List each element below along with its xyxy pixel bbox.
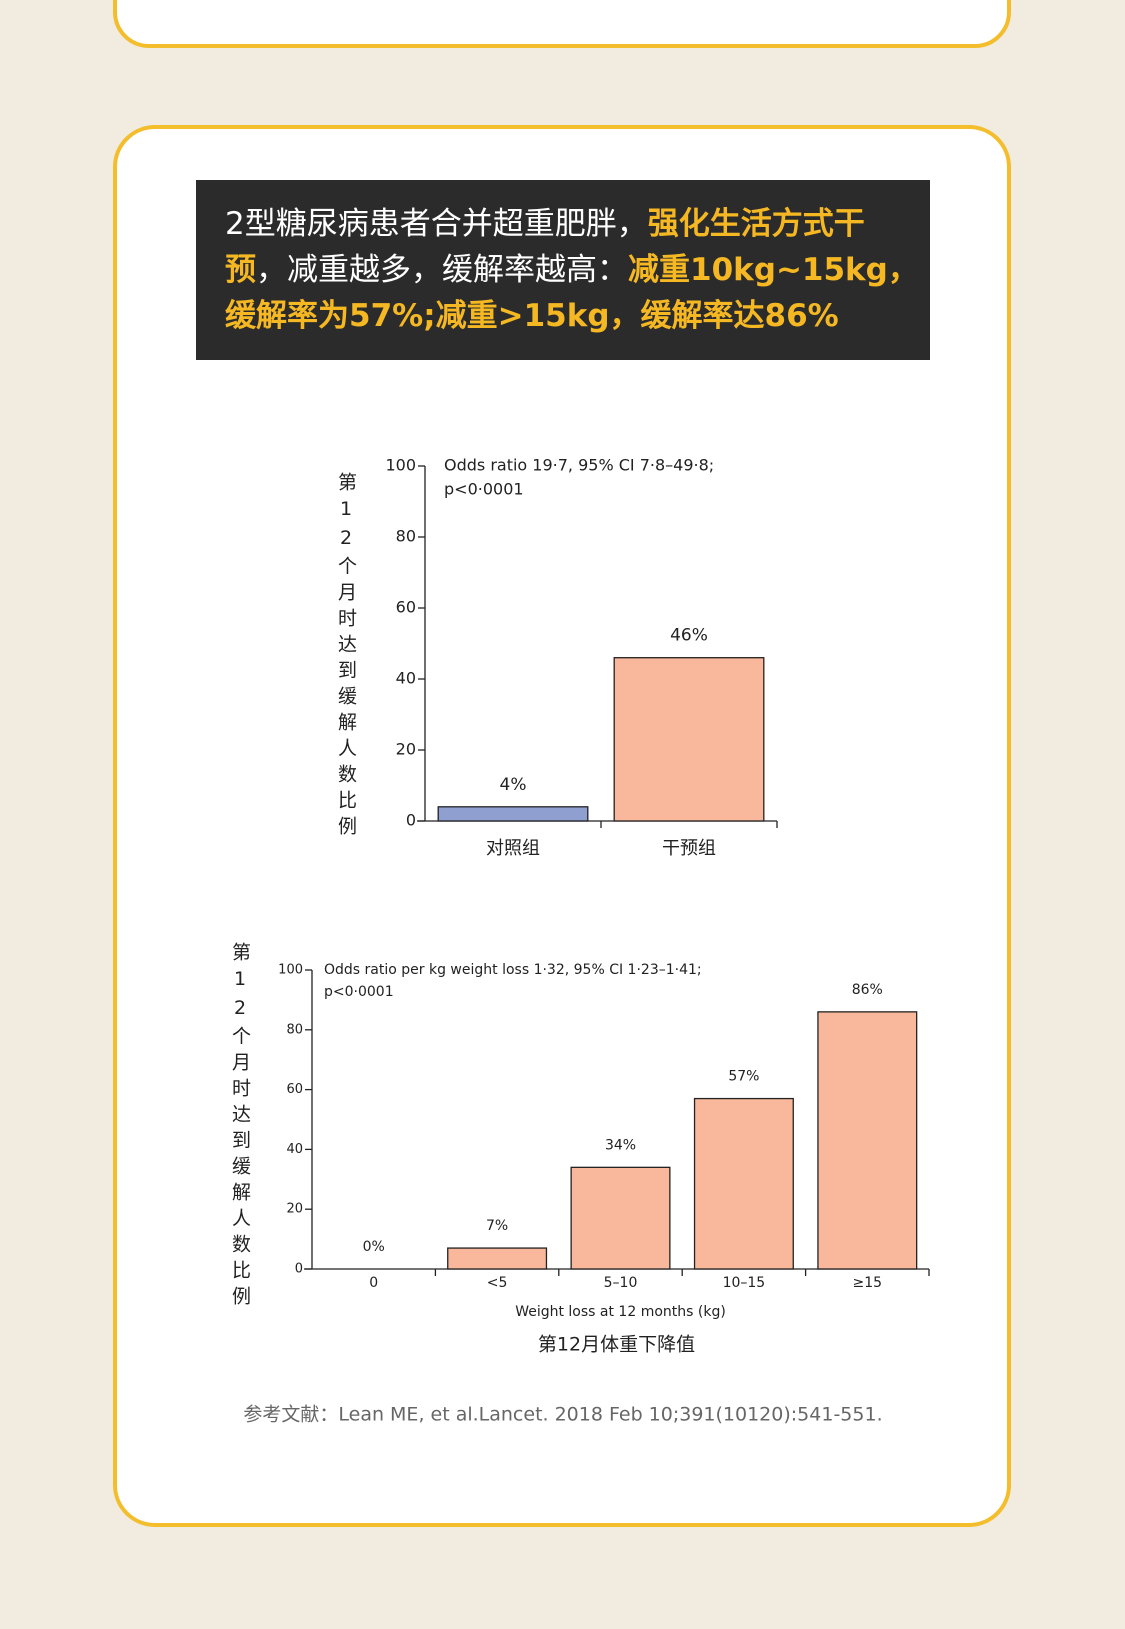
y-tick-label: 0 [295, 1262, 303, 1277]
y-tick-label: 80 [396, 527, 416, 546]
x-tick-label: ≥15 [853, 1275, 883, 1291]
value-label: 4% [500, 775, 527, 795]
x-tick-label: 5–10 [604, 1275, 638, 1291]
title-segment: 强化生活方式干 [648, 206, 865, 242]
y-tick-label: 40 [286, 1142, 303, 1157]
x-tick-label: 干预组 [662, 838, 716, 859]
value-label: 34% [605, 1137, 636, 1153]
title-segment: 减重10kg~15kg， [628, 252, 919, 288]
x-axis-label-cn: 第12月体重下降值 [538, 1334, 695, 1356]
value-label: 86% [852, 982, 883, 998]
y-tick-label: 80 [286, 1022, 303, 1037]
y-tick-label: 20 [286, 1202, 303, 1217]
annotation: Odds ratio per kg weight loss 1·32, 95% … [324, 962, 702, 978]
title-line: 预，减重越多，缓解率越高：减重10kg~15kg， [225, 252, 919, 288]
value-label: 46% [670, 626, 708, 646]
annotation: p<0·0001 [444, 480, 524, 499]
x-axis-label: Weight loss at 12 months (kg) [515, 1304, 726, 1320]
y-tick-label: 60 [286, 1082, 303, 1097]
top-card [113, 0, 1011, 48]
y-tick-label: 60 [396, 598, 416, 617]
y-tick-label: 20 [396, 740, 416, 759]
annotation: Odds ratio 19·7, 95% CI 7·8–49·8; [444, 456, 714, 475]
title-segment: ，减重越多，缓解率越高： [256, 252, 628, 288]
value-label: 7% [486, 1218, 508, 1234]
title-segment: 2型糖尿病患者合并超重肥胖， [225, 206, 648, 242]
value-label: 57% [728, 1069, 759, 1085]
y-axis-label: 第12个月时达到缓解人数比例 [229, 942, 251, 1312]
bar [437, 806, 589, 822]
x-tick-label: 对照组 [486, 838, 540, 859]
x-tick-label: <5 [487, 1275, 508, 1291]
y-tick-label: 0 [406, 811, 416, 830]
bar [613, 657, 765, 822]
annotation: p<0·0001 [324, 984, 394, 1000]
bar [570, 1166, 671, 1270]
bar [447, 1247, 548, 1270]
y-tick-label: 100 [278, 963, 303, 978]
title-segment: 预 [225, 252, 256, 288]
title-line: 缓解率为57%;减重>15kg，缓解率达86% [225, 298, 839, 334]
y-tick-label: 40 [396, 669, 416, 688]
title-line: 2型糖尿病患者合并超重肥胖，强化生活方式干 [225, 206, 865, 242]
reference: 参考文献：Lean ME, et al.Lancet. 2018 Feb 10;… [243, 1404, 882, 1426]
y-axis-label: 第12个月时达到缓解人数比例 [335, 472, 357, 842]
y-tick-label: 100 [385, 456, 416, 475]
bar [817, 1011, 918, 1270]
x-tick-label: 10–15 [723, 1275, 766, 1291]
bar [693, 1097, 794, 1270]
x-tick-label: 0 [369, 1275, 378, 1291]
value-label: 0% [363, 1239, 385, 1255]
title-segment: 缓解率为57%;减重>15kg，缓解率达86% [225, 298, 839, 334]
title-box [196, 180, 930, 360]
